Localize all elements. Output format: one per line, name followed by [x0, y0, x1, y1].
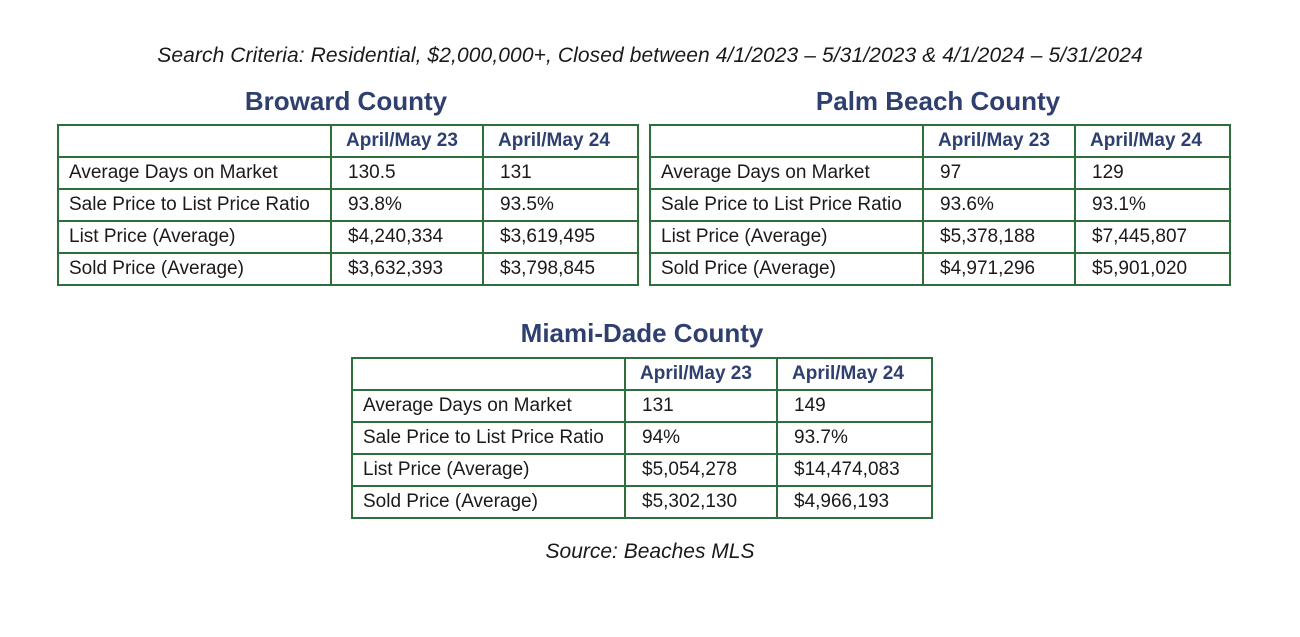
- row-label: Average Days on Market: [351, 389, 626, 423]
- value-april-may-23: 93.6%: [922, 188, 1076, 222]
- header-april-may-24: April/May 24: [482, 124, 639, 158]
- value-april-may-24: $3,798,845: [482, 252, 639, 286]
- search-criteria: Search Criteria: Residential, $2,000,000…: [157, 44, 1143, 67]
- table-header-row: April/May 23 April/May 24: [649, 124, 1231, 158]
- value-april-may-23: $4,240,334: [330, 220, 484, 254]
- value-april-may-23: 130.5: [330, 156, 484, 190]
- header-blank-cell: [57, 124, 332, 158]
- row-label: List Price (Average): [57, 220, 332, 254]
- row-label: Sale Price to List Price Ratio: [351, 421, 626, 455]
- value-april-may-23: $4,971,296: [922, 252, 1076, 286]
- table-row: Sale Price to List Price Ratio 93.6% 93.…: [649, 188, 1231, 222]
- value-april-may-23: $5,302,130: [624, 485, 778, 519]
- row-label: Average Days on Market: [57, 156, 332, 190]
- table-row: Average Days on Market 131 149: [351, 389, 933, 423]
- table-row: List Price (Average) $5,054,278 $14,474,…: [351, 453, 933, 487]
- table-header-row: April/May 23 April/May 24: [57, 124, 639, 158]
- header-blank-cell: [649, 124, 924, 158]
- value-april-may-23: 93.8%: [330, 188, 484, 222]
- value-april-may-23: $5,054,278: [624, 453, 778, 487]
- table-row: Average Days on Market 97 129: [649, 156, 1231, 190]
- value-april-may-23: $3,632,393: [330, 252, 484, 286]
- row-label: Sold Price (Average): [351, 485, 626, 519]
- table-header-row: April/May 23 April/May 24: [351, 357, 933, 391]
- value-april-may-24: 129: [1074, 156, 1231, 190]
- value-april-may-24: $5,901,020: [1074, 252, 1231, 286]
- value-april-may-24: $4,966,193: [776, 485, 933, 519]
- miami-dade-county-table: April/May 23 April/May 24 Average Days o…: [351, 357, 933, 519]
- value-april-may-24: 131: [482, 156, 639, 190]
- table-row: List Price (Average) $5,378,188 $7,445,8…: [649, 220, 1231, 254]
- value-april-may-23: $5,378,188: [922, 220, 1076, 254]
- row-label: List Price (Average): [351, 453, 626, 487]
- value-april-may-23: 97: [922, 156, 1076, 190]
- value-april-may-23: 131: [624, 389, 778, 423]
- value-april-may-23: 94%: [624, 421, 778, 455]
- palm-beach-county-table: April/May 23 April/May 24 Average Days o…: [649, 124, 1231, 286]
- header-april-may-24: April/May 24: [1074, 124, 1231, 158]
- miami-dade-county-title: Miami-Dade County: [520, 318, 764, 348]
- table-row: Sold Price (Average) $4,971,296 $5,901,0…: [649, 252, 1231, 286]
- table-row: Average Days on Market 130.5 131: [57, 156, 639, 190]
- row-label: Sale Price to List Price Ratio: [649, 188, 924, 222]
- header-april-may-23: April/May 23: [922, 124, 1076, 158]
- value-april-may-24: $7,445,807: [1074, 220, 1231, 254]
- value-april-may-24: 149: [776, 389, 933, 423]
- palm-beach-county-title: Palm Beach County: [815, 86, 1061, 116]
- table-row: Sale Price to List Price Ratio 94% 93.7%: [351, 421, 933, 455]
- broward-county-title: Broward County: [244, 86, 448, 116]
- row-label: Sold Price (Average): [57, 252, 332, 286]
- value-april-may-24: $14,474,083: [776, 453, 933, 487]
- table-row: List Price (Average) $4,240,334 $3,619,4…: [57, 220, 639, 254]
- row-label: Average Days on Market: [649, 156, 924, 190]
- value-april-may-24: 93.7%: [776, 421, 933, 455]
- value-april-may-24: 93.5%: [482, 188, 639, 222]
- value-april-may-24: $3,619,495: [482, 220, 639, 254]
- header-blank-cell: [351, 357, 626, 391]
- value-april-may-24: 93.1%: [1074, 188, 1231, 222]
- table-row: Sold Price (Average) $5,302,130 $4,966,1…: [351, 485, 933, 519]
- row-label: Sale Price to List Price Ratio: [57, 188, 332, 222]
- broward-county-table: April/May 23 April/May 24 Average Days o…: [57, 124, 639, 286]
- header-april-may-24: April/May 24: [776, 357, 933, 391]
- row-label: List Price (Average): [649, 220, 924, 254]
- header-april-may-23: April/May 23: [330, 124, 484, 158]
- table-row: Sold Price (Average) $3,632,393 $3,798,8…: [57, 252, 639, 286]
- header-april-may-23: April/May 23: [624, 357, 778, 391]
- row-label: Sold Price (Average): [649, 252, 924, 286]
- source-note: Source: Beaches MLS: [545, 540, 755, 563]
- table-row: Sale Price to List Price Ratio 93.8% 93.…: [57, 188, 639, 222]
